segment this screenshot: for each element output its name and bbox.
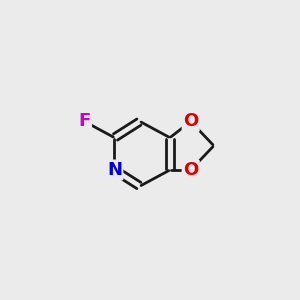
Text: O: O bbox=[183, 161, 198, 179]
Text: F: F bbox=[78, 112, 91, 130]
Text: N: N bbox=[107, 161, 122, 179]
Text: O: O bbox=[183, 112, 198, 130]
